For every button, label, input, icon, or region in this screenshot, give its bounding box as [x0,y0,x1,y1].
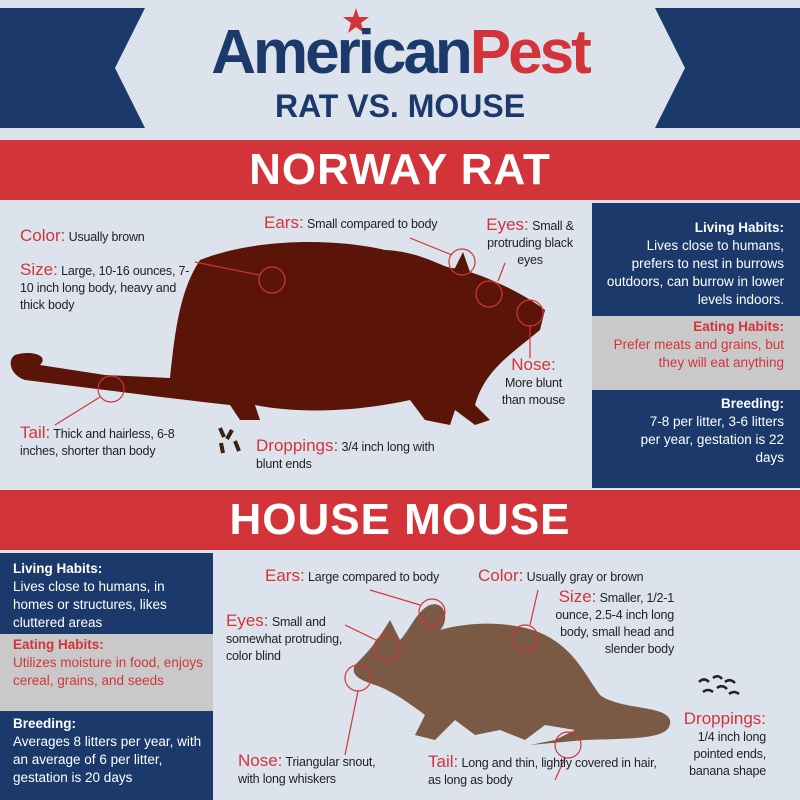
rat-title: NORWAY RAT [0,140,800,200]
rat-eating-habits: Eating Habits: Prefer meats and grains, b… [592,316,800,390]
logo: AmericanPest [211,18,592,87]
subtitle: RAT VS. MOUSE [274,88,526,124]
ribbon-right [655,8,800,128]
mouse-nose-label: Nose: Triangular snout, with long whiske… [238,751,376,786]
mouse-living-habits: Living Habits: Lives close to humans, in … [0,553,213,634]
rat-droppings-label: Droppings: 3/4 inch long with blunt ends [256,436,435,471]
ribbon-left [0,8,145,128]
mouse-eating-habits: Eating Habits: Utilizes moisture in food,… [0,634,213,711]
mouse-ears-label: Ears: Large compared to body [265,566,440,585]
header: AmericanPest RAT VS. MOUSE [0,0,800,133]
mouse-droppings-icon [698,675,740,696]
rat-ears-label: Ears: Small compared to body [264,213,438,232]
rat-droppings-icon [218,427,241,454]
mouse-eyes-label: Eyes: Small and somewhat protruding, col… [226,611,343,663]
rat-color-label: Color: Usually brown [20,226,145,245]
star-icon [343,8,369,33]
rat-breeding: Breeding: 7-8 per litter, 3-6 litters per… [592,390,800,488]
rat-callouts [54,237,544,426]
mouse-title: HOUSE MOUSE [0,490,800,550]
rat-living-habits: Living Habits: Lives close to humans, pre… [592,203,800,316]
mouse-size-label: Size: Smaller, 1/2-1 ounce, 2.5-4 inch l… [555,587,674,656]
rat-tail-label: Tail: Thick and hairless, 6-8 inches, sh… [20,423,175,458]
rat-eyes-label: Eyes: Small & protruding black eyes [486,215,574,267]
rat-silhouette [10,241,546,425]
rat-size-label: Size: Large, 10-16 ounces, 7-10 inch lon… [20,260,190,312]
mouse-silhouette [353,604,671,745]
mouse-callouts [344,589,582,781]
mouse-color-label: Color: Usually gray or brown [478,566,644,585]
mouse-droppings-label: Droppings: 1/4 inch long pointed ends, ba… [683,709,766,778]
rat-nose-label: Nose: More blunt than mouse [501,355,566,407]
mouse-breeding: Breeding: Averages 8 litters per year, wi… [0,711,213,800]
mouse-tail-label: Tail: Long and thin, lightly covered in … [428,752,657,787]
